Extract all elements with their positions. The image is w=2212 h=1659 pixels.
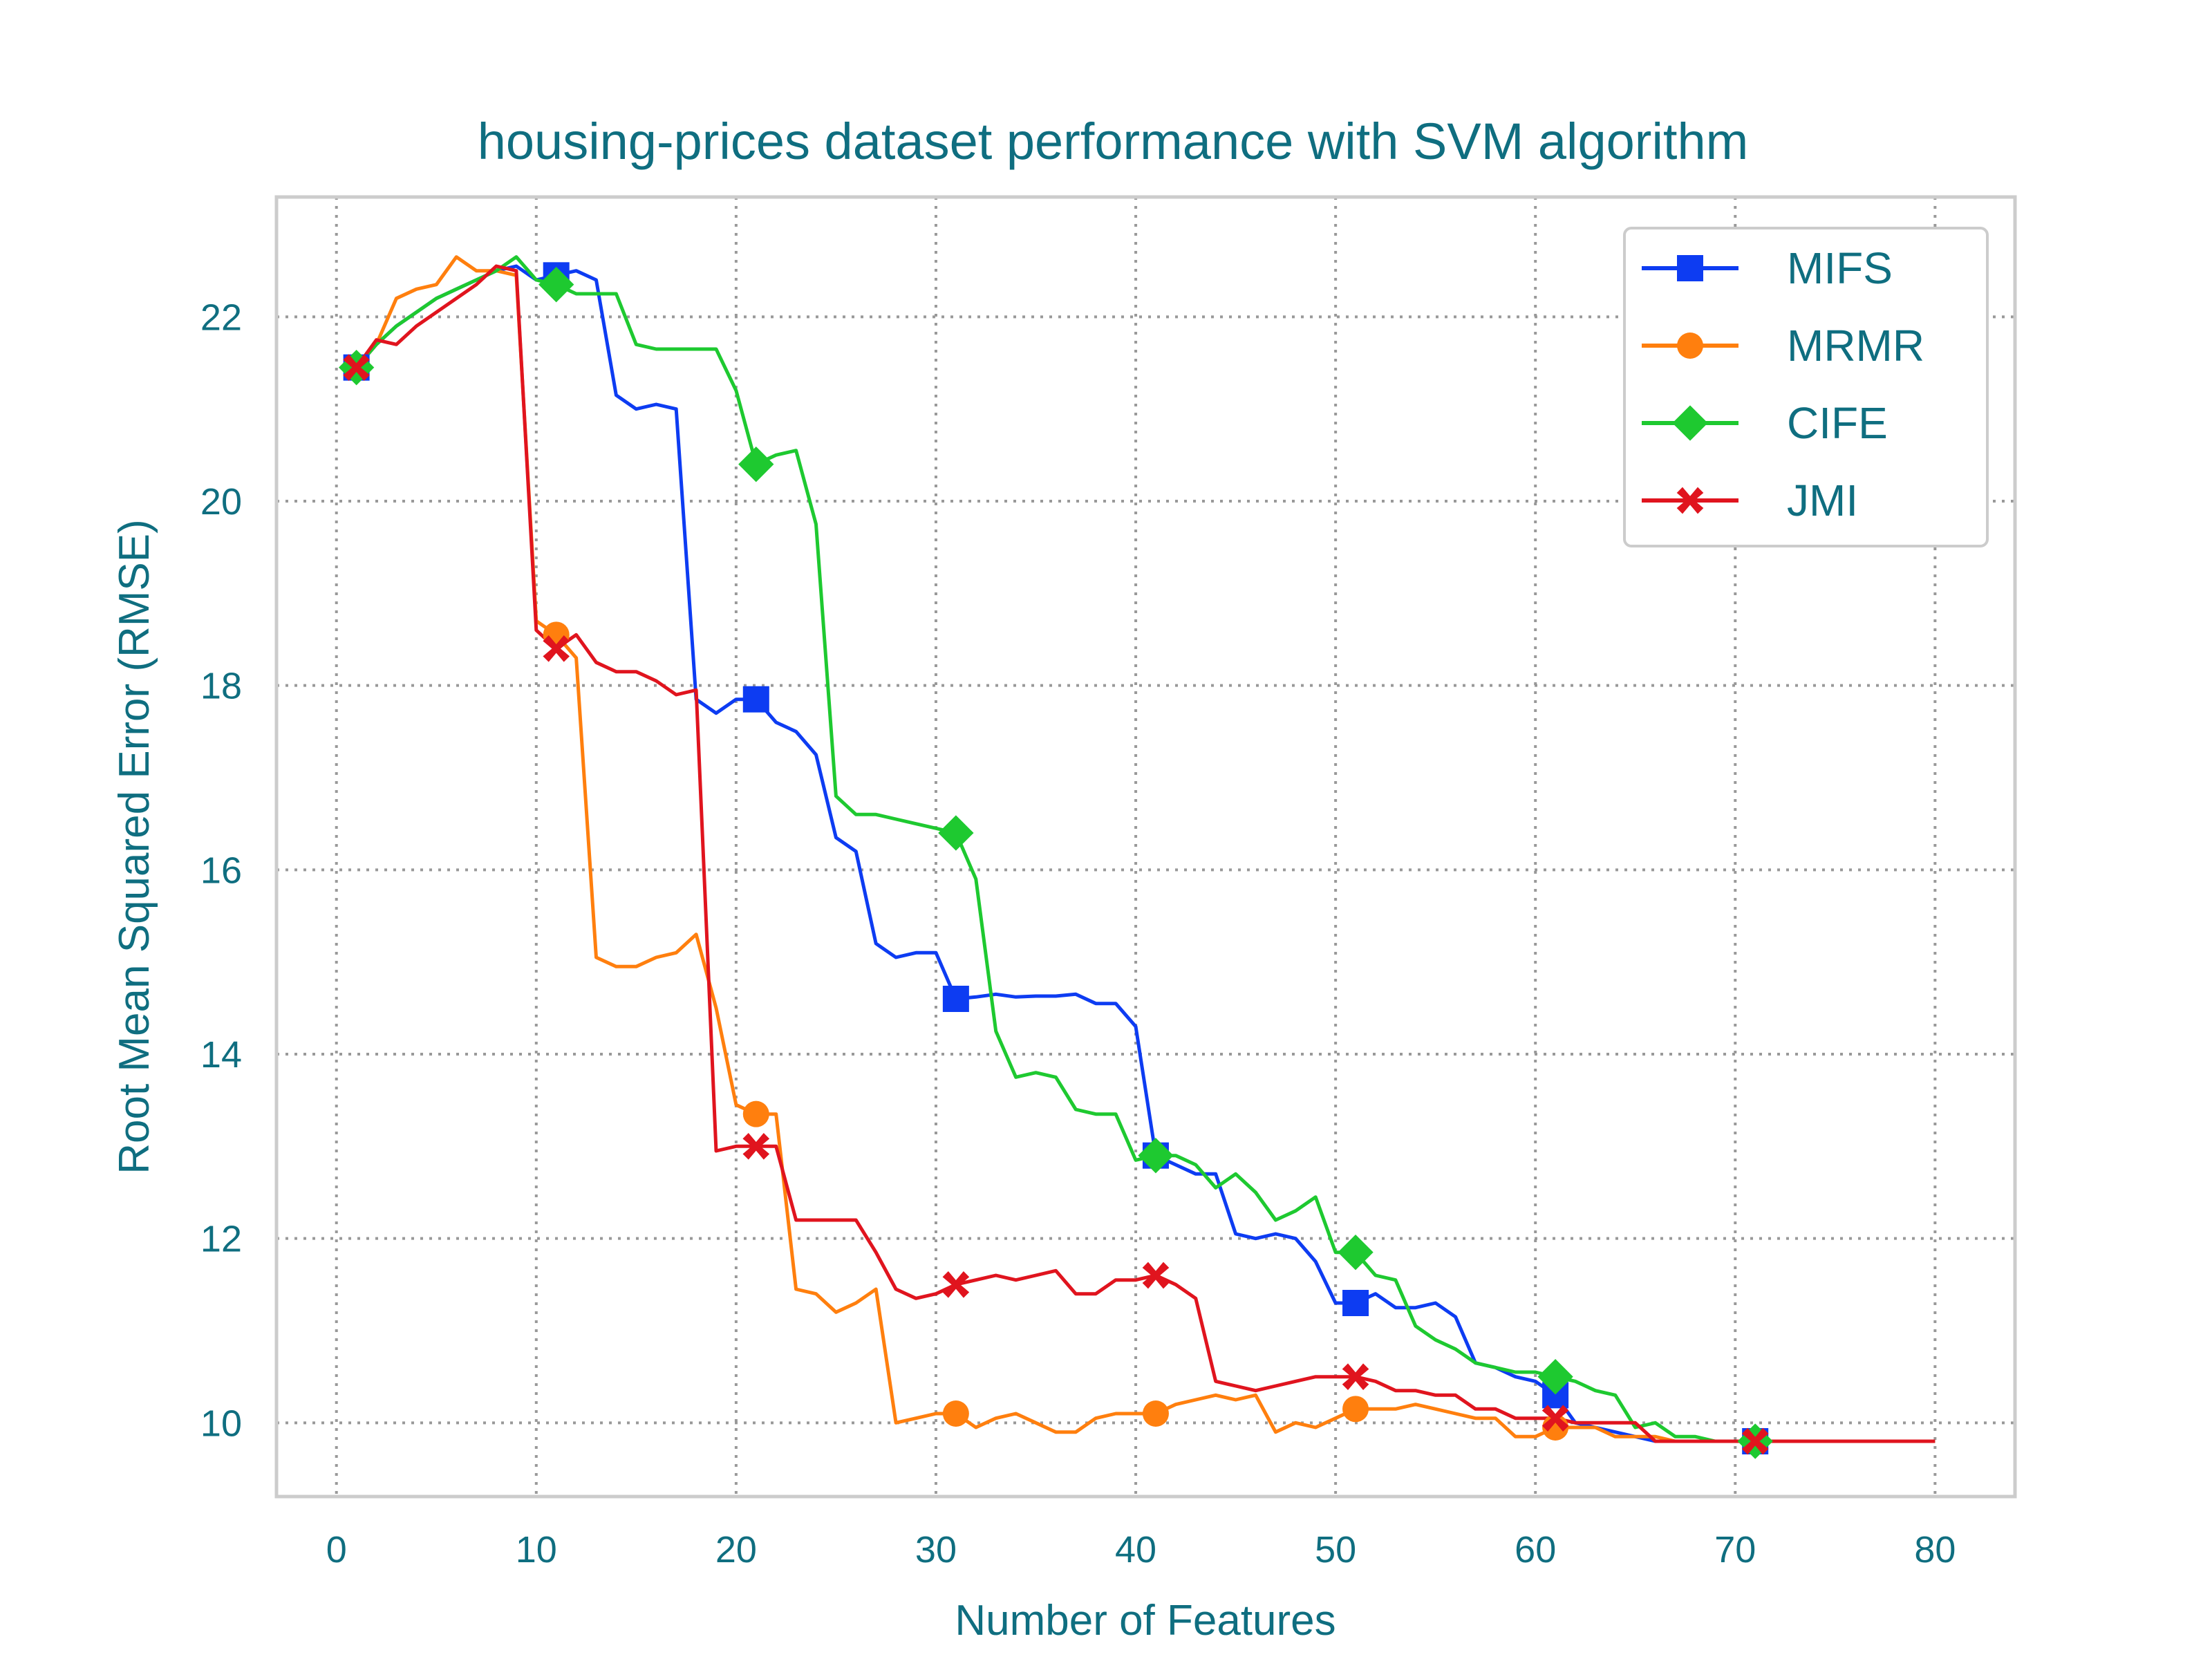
- data-point-cife: [1138, 1138, 1174, 1174]
- x-tick-label: 30: [915, 1529, 957, 1571]
- data-point-jmi: [1541, 1405, 1569, 1432]
- data-point-jmi: [942, 1271, 970, 1298]
- x-tick-label: 0: [326, 1529, 347, 1571]
- x-tick-label: 60: [1515, 1529, 1556, 1571]
- axis-ticks: 0 10 20 30 40 50 60 70 80 10 12 14 16 18 20 22: [200, 297, 1956, 1571]
- data-point-cife: [538, 267, 574, 303]
- legend-marker-mrmr: [1677, 332, 1703, 359]
- chart-title: housing-prices dataset performance with …: [478, 113, 1749, 170]
- data-point-mrmr: [942, 1400, 969, 1427]
- data-point-mifs: [742, 686, 769, 713]
- y-tick-label: 22: [200, 297, 242, 338]
- legend-marker-cife: [1672, 405, 1708, 441]
- data-point-mrmr: [1342, 1396, 1369, 1423]
- y-tick-label: 20: [200, 481, 242, 523]
- data-point-cife: [1338, 1235, 1374, 1271]
- legend-box: [1623, 227, 1989, 547]
- data-point-mifs: [1342, 1290, 1369, 1316]
- series-line-jmi: [355, 264, 1936, 1443]
- data-point-jmi: [343, 354, 370, 381]
- data-point-jmi: [1142, 1262, 1170, 1289]
- legend-marker-mifs: [1677, 255, 1703, 281]
- x-tick-label: 20: [715, 1529, 757, 1571]
- data-point-mrmr: [742, 1100, 769, 1127]
- legend-marker-jmi: [1676, 487, 1704, 514]
- data-point-mrmr: [1142, 1400, 1169, 1427]
- y-tick-label: 10: [200, 1403, 242, 1444]
- x-tick-label: 70: [1714, 1529, 1756, 1571]
- x-tick-label: 50: [1315, 1529, 1356, 1571]
- data-point-jmi: [1342, 1363, 1369, 1390]
- y-tick-label: 14: [200, 1034, 242, 1076]
- data-point-cife: [938, 815, 974, 851]
- legend-label-mifs: MIFS: [1787, 243, 1893, 293]
- data-point-jmi: [543, 635, 570, 662]
- data-point-cife: [738, 447, 774, 482]
- legend-label-cife: CIFE: [1787, 398, 1888, 448]
- y-tick-label: 16: [200, 850, 242, 891]
- plot-area-frame: [274, 195, 2017, 1499]
- y-tick-label: 12: [200, 1219, 242, 1260]
- legend-label-jmi: JMI: [1787, 476, 1858, 525]
- x-tick-label: 10: [516, 1529, 557, 1571]
- data-point-mifs: [942, 986, 969, 1012]
- legend-label-mrmr: MRMR: [1787, 321, 1924, 371]
- y-axis-label: Root Mean Squared Error (RMSE): [111, 519, 158, 1174]
- data-point-cife: [1537, 1359, 1573, 1395]
- x-tick-label: 80: [1914, 1529, 1956, 1571]
- x-axis-label: Number of Features: [955, 1597, 1335, 1644]
- data-point-jmi: [1741, 1427, 1769, 1455]
- legend: MIFS MRMR CIFE JMI: [1623, 227, 1989, 547]
- data-point-jmi: [742, 1133, 770, 1160]
- x-tick-label: 40: [1115, 1529, 1156, 1571]
- series-markers: [338, 262, 1773, 1459]
- y-tick-label: 18: [200, 666, 242, 707]
